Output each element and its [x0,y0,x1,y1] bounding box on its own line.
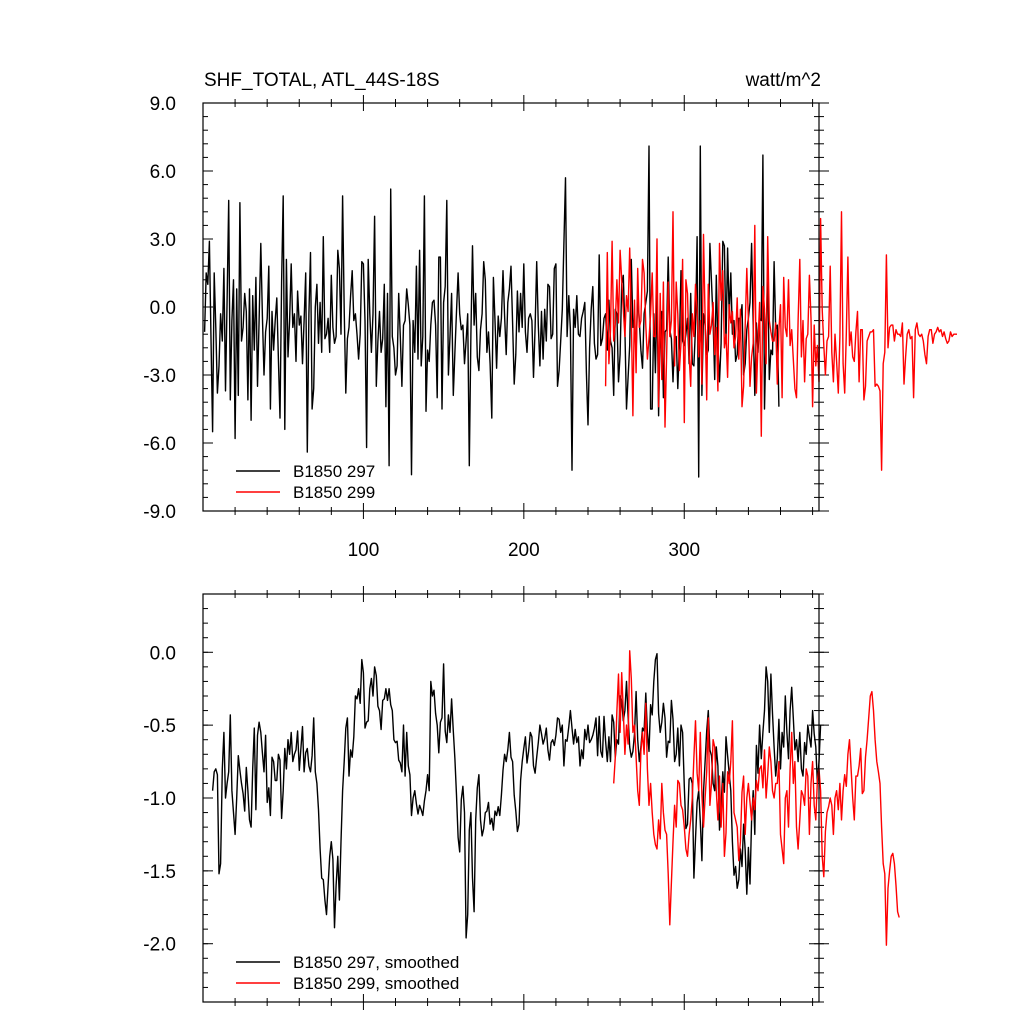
top-x-tick-label: 200 [508,540,540,561]
series-line-b1850-299 [604,211,957,471]
bottom-panel-series [211,650,900,946]
series-line-b1850-297-smoothed [211,653,822,939]
bottom-y-tick-label: -1.0 [143,789,176,810]
bottom-y-tick-label: -2.0 [143,935,176,956]
bottom-panel-ticks: 0.0 -0.5 -1.0 -1.5 -2.0 [143,586,829,1010]
bottom-panel-legend: B1850 297, smoothed B1850 299, smoothed [236,953,459,993]
top-panel-series [203,145,957,478]
top-y-tick-label: -9.0 [143,502,176,523]
top-panel-legend: B1850 297 B1850 299 [236,462,375,502]
top-y-tick-label: -3.0 [143,366,176,387]
bottom-y-tick-label: -1.5 [143,862,176,883]
legend-label-b1850-299: B1850 299 [293,483,375,502]
bottom-panel-frame [202,593,820,1003]
series-line-b1850-297 [203,145,780,478]
top-y-tick-label: 3.0 [150,230,176,251]
top-x-tick-label: 100 [348,540,380,561]
top-panel: SHF_TOTAL, ATL_44S-18S watt/m^2 100 200 30… [143,70,957,561]
top-panel-units: watt/m^2 [745,70,821,91]
top-y-tick-label: 6.0 [150,162,176,183]
top-panel-title: SHF_TOTAL, ATL_44S-18S [204,70,440,91]
legend-label-b1850-297-smoothed: B1850 297, smoothed [293,953,459,972]
legend-label-b1850-297: B1850 297 [293,462,375,481]
bottom-panel: 0.0 -0.5 -1.0 -1.5 -2.0 B1850 297, smoothed … [143,586,900,1010]
top-y-tick-label: -6.0 [143,434,176,455]
top-panel-frame [202,102,820,512]
top-panel-ticks: 100 200 300 9.0 6.0 3.0 0.0 -3.0 -6.0 -9.0 [143,94,829,561]
bottom-y-tick-label: 0.0 [150,643,176,664]
top-x-tick-label: 300 [668,540,700,561]
bottom-y-tick-label: -0.5 [143,716,176,737]
legend-label-b1850-299-smoothed: B1850 299, smoothed [293,974,459,993]
series-line-b1850-299-smoothed [613,650,900,946]
top-y-tick-label: 0.0 [150,298,176,319]
top-y-tick-label: 9.0 [150,94,176,115]
